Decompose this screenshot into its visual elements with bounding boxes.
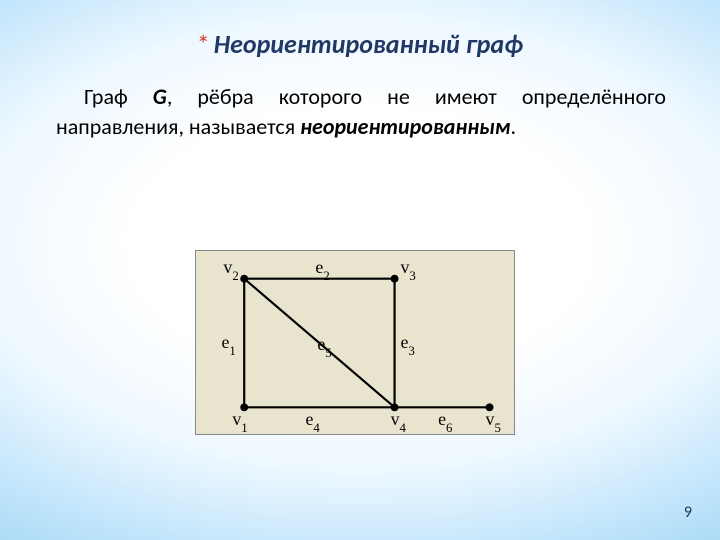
node-label-v1: v1 [232,409,247,434]
node-label-v2: v2 [223,257,238,283]
slide: *Неориентированный граф Граф G, рёбра ко… [0,0,720,540]
edge-label-e3: e3 [401,332,415,358]
graph-symbol: G [153,83,167,110]
edge-label-e1: e1 [221,332,235,358]
title-text: Неориентированный граф [214,28,523,60]
node-v2 [240,275,248,283]
body-part-3: . [510,113,516,140]
definition-text: Граф G, рёбра которого не имеют определё… [56,82,666,141]
graph-svg: v1v2v3v4v5e1e2e3e4e5e6 [196,251,514,434]
graph-diagram: v1v2v3v4v5e1e2e3e4e5e6 [195,250,515,435]
body-part-1: Граф [84,83,153,110]
edge-label-e6: e6 [438,409,453,434]
page-title: *Неориентированный граф [0,28,720,60]
term-undirected: неориентированным [300,113,510,140]
node-v1 [240,403,248,411]
edge-label-e4: e4 [306,409,321,434]
asterisk-icon: * [197,28,210,60]
node-label-v4: v4 [391,409,407,434]
node-v3 [391,275,399,283]
node-label-v3: v3 [401,257,416,283]
node-label-v5: v5 [486,409,501,434]
page-number: 9 [684,503,692,522]
edge-label-e5: e5 [317,334,331,360]
